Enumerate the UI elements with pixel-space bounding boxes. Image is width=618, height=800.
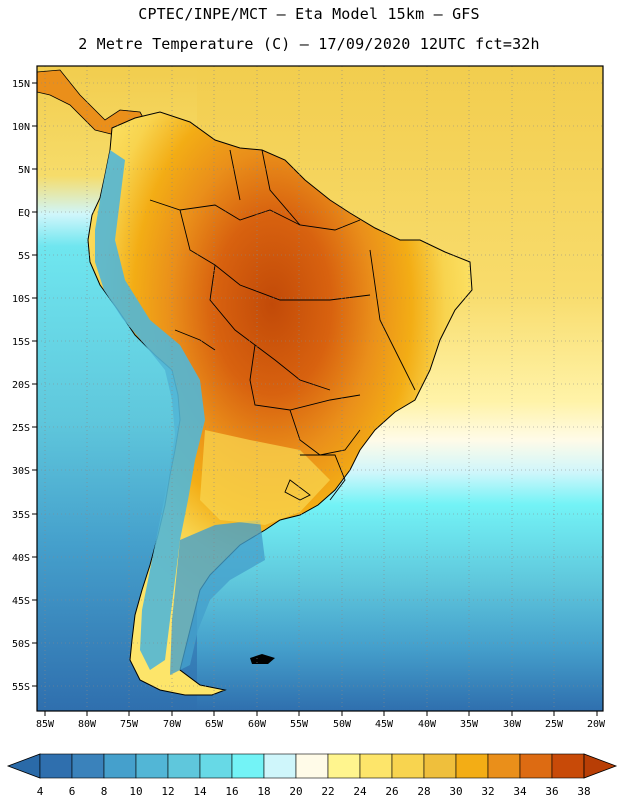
colorbar: 4 6 8 10 12 14 16 18 20 22 24 26 28 30 3… [6,753,618,798]
axis-ticks [32,82,598,716]
colorbar-swatch [71,753,105,779]
lat-label: 45S [12,596,30,607]
lon-label: 50W [333,719,352,730]
colorbar-swatch [423,753,457,779]
map-title-line-2: 2 Metre Temperature (C) – 17/09/2020 12U… [78,35,540,53]
colorbar-label: 20 [289,785,302,798]
lat-label: 50S [12,639,30,650]
colorbar-label: 4 [37,785,44,798]
colorbar-label: 10 [129,785,142,798]
map-frame [36,65,604,712]
colorbar-swatch [135,753,169,779]
colorbar-label: 6 [69,785,76,798]
map-area [37,66,603,711]
colorbar-swatch [199,753,233,779]
latitude-labels: 15N 10N 5N EQ 5S 10S 15S 20S 25S 30S 35S… [12,79,30,693]
colorbar-label: 36 [545,785,558,798]
colorbar-swatch [391,753,425,779]
colorbar-label: 12 [161,785,174,798]
colorbar-label: 18 [257,785,270,798]
lat-label: 35S [12,510,30,521]
colorbar-label: 16 [225,785,238,798]
lon-label: 75W [120,719,139,730]
colorbar-swatch [359,753,393,779]
lon-label: 60W [248,719,267,730]
colorbar-swatch [103,753,137,779]
colorbar-swatch [519,753,553,779]
lat-label: 5S [18,251,30,262]
map-title-line-1: CPTEC/INPE/MCT – Eta Model 15km – GFS [138,5,480,23]
colorbar-swatch [551,753,585,779]
lat-label: 40S [12,553,30,564]
lon-label: 80W [78,719,97,730]
colorbar-label: 24 [353,785,367,798]
country-borders [149,149,416,501]
lat-label: EQ [18,208,30,219]
lat-label: 20S [12,380,30,391]
lon-label: 20W [587,719,606,730]
lon-label: 35W [460,719,479,730]
colorbar-swatch [327,753,361,779]
lon-label: 25W [545,719,564,730]
colorbar-low-arrow [6,753,41,779]
lon-label: 30W [503,719,522,730]
lat-label: 10S [12,294,30,305]
andes-cold-strip [95,150,205,670]
colorbar-labels: 4 6 8 10 12 14 16 18 20 22 24 26 28 30 3… [37,785,591,798]
colorbar-swatch [167,753,201,779]
colorbar-label: 34 [513,785,527,798]
colorbar-label: 14 [193,785,207,798]
southern-cone-region [200,430,330,525]
lat-label: 10N [12,122,30,133]
colorbar-label: 38 [577,785,590,798]
lat-label: 30S [12,466,30,477]
lat-label: 25S [12,423,30,434]
lon-label: 85W [36,719,55,730]
lon-label: 70W [163,719,182,730]
colorbar-swatch [39,753,73,779]
falkland-islands [250,654,275,664]
colorbar-label: 32 [481,785,494,798]
lat-label: 5N [18,165,30,176]
colorbar-label: 28 [417,785,430,798]
colorbar-swatch [295,753,329,779]
colorbar-swatch [263,753,297,779]
lon-label: 45W [375,719,394,730]
lon-label: 55W [290,719,309,730]
colorbar-high-arrow [583,753,618,779]
colorbar-swatch [487,753,521,779]
longitude-labels: 85W 80W 75W 70W 65W 60W 55W 50W 45W 40W … [36,719,606,730]
lat-label: 15S [12,337,30,348]
patagonia-region [170,520,265,675]
lon-label: 40W [418,719,437,730]
lon-label: 65W [205,719,224,730]
colorbar-swatch [455,753,489,779]
colorbar-swatch [231,753,265,779]
lat-label: 55S [12,682,30,693]
colorbar-label: 22 [321,785,334,798]
colorbar-label: 26 [385,785,398,798]
lat-label: 15N [12,79,30,90]
colorbar-label: 8 [101,785,108,798]
colorbar-label: 30 [449,785,462,798]
